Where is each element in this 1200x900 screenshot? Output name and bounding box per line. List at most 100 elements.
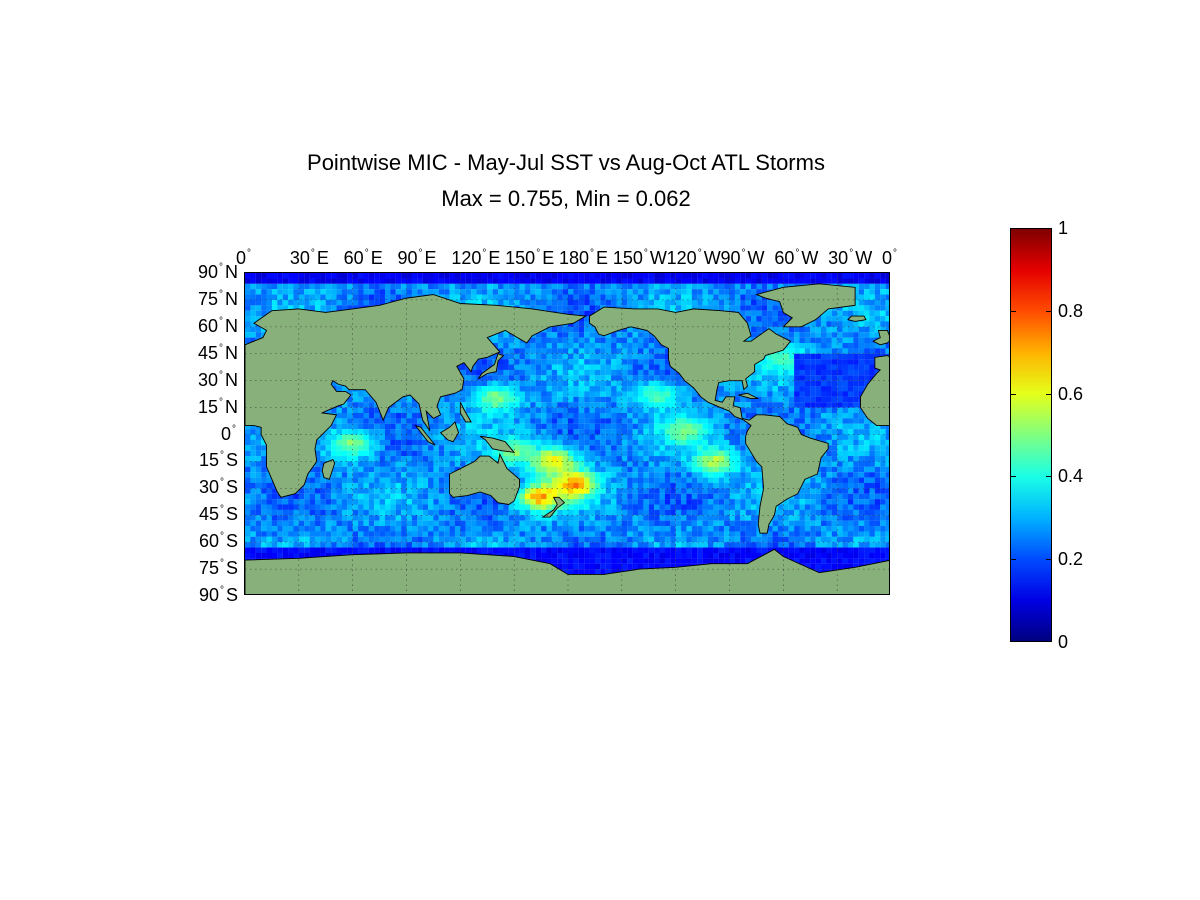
heatmap-cell (535, 499, 542, 505)
heatmap-cell (481, 493, 488, 500)
heatmap-cell (654, 456, 660, 462)
heatmap-cell (428, 547, 434, 554)
heatmap-cell (422, 445, 429, 451)
heatmap-cell (551, 402, 558, 408)
heatmap-cell (406, 472, 412, 478)
heatmap-cell (503, 542, 509, 548)
heatmap-cell (514, 273, 520, 279)
heatmap-cell (255, 289, 262, 295)
heatmap-cell (578, 375, 585, 381)
heatmap-cell (535, 526, 542, 532)
heatmap-cell (551, 326, 558, 333)
heatmap-cell (358, 294, 364, 301)
heatmap-cell (589, 477, 596, 484)
heatmap-cell (557, 466, 563, 473)
heatmap-cell (546, 482, 552, 489)
heatmap-cell (621, 332, 628, 338)
heatmap-cell (368, 456, 375, 462)
heatmap-cell (686, 477, 692, 484)
heatmap-cell (309, 488, 316, 494)
heatmap-cell (374, 515, 380, 521)
heatmap-cell (341, 273, 348, 279)
heatmap-cell (605, 332, 612, 338)
heatmap-cell (428, 536, 434, 543)
heatmap-cell (664, 434, 671, 440)
heatmap-cell (336, 520, 342, 527)
heatmap-cell (498, 386, 504, 392)
heatmap-cell (621, 369, 628, 376)
heatmap-cell (562, 488, 569, 494)
heatmap-cell (487, 423, 493, 430)
heatmap-cell (637, 552, 644, 559)
heatmap-cell (384, 278, 391, 284)
heatmap-cell (433, 418, 439, 424)
heatmap-cell (438, 289, 445, 295)
heatmap-cell (255, 461, 262, 467)
heatmap-cell (573, 273, 579, 279)
heatmap-cell (395, 289, 402, 295)
heatmap-cell (535, 380, 542, 387)
heatmap-cell (438, 536, 445, 543)
heatmap-cell (411, 472, 418, 478)
heatmap-cell (460, 402, 466, 408)
heatmap-cell (546, 353, 552, 360)
heatmap-cell (589, 531, 596, 537)
heatmap-cell (643, 472, 649, 478)
heatmap-cell (363, 445, 369, 451)
heatmap-cell (255, 509, 262, 516)
heatmap-cell (492, 289, 499, 295)
heatmap-cell (535, 364, 542, 370)
heatmap-cell (616, 359, 622, 365)
heatmap-cell (374, 289, 380, 295)
heatmap-cell (444, 482, 450, 489)
heatmap-cell (551, 531, 558, 537)
heatmap-cell (621, 461, 628, 467)
heatmap-cell (363, 402, 369, 408)
heatmap-cell (331, 547, 337, 554)
heatmap-cell (627, 326, 633, 333)
heatmap-cell (471, 547, 477, 554)
heatmap-cell (298, 299, 305, 306)
heatmap-cell (535, 482, 542, 489)
heatmap-cell (578, 278, 585, 284)
heatmap-cell (546, 558, 552, 564)
heatmap-cell (627, 456, 633, 462)
heatmap-cell (670, 520, 676, 527)
heatmap-cell (654, 283, 660, 290)
heatmap-cell (358, 412, 364, 419)
heatmap-cell (331, 472, 337, 478)
heatmap-cell (449, 402, 456, 408)
heatmap-cell (374, 412, 380, 419)
heatmap-cell (492, 369, 499, 376)
heatmap-cell (314, 520, 321, 527)
heatmap-cell (524, 509, 531, 516)
heatmap-cell (255, 278, 262, 284)
heatmap-cell (541, 375, 547, 381)
heatmap-cell (654, 273, 660, 279)
heatmap-cell (331, 278, 337, 284)
heatmap-cell (325, 445, 332, 451)
heatmap-cell (428, 450, 434, 457)
heatmap-cell (411, 461, 418, 467)
heatmap-cell (659, 515, 665, 521)
heatmap-cell (314, 472, 321, 478)
heatmap-cell (336, 547, 342, 554)
heatmap-cell (363, 482, 369, 489)
heatmap-cell (530, 353, 536, 360)
heatmap-cell (535, 509, 542, 516)
heatmap-cell (621, 450, 628, 457)
heatmap-cell (395, 273, 402, 279)
heatmap-cell (368, 477, 375, 484)
heatmap-cell (465, 412, 472, 419)
heatmap-cell (433, 547, 439, 554)
heatmap-cell (600, 499, 606, 505)
heatmap-cell (374, 531, 380, 537)
heatmap-cell (374, 520, 380, 527)
heatmap-cell (524, 531, 531, 537)
heatmap-cell (681, 402, 687, 408)
heatmap-cell (492, 515, 499, 521)
heatmap-cell (384, 499, 391, 505)
heatmap-cell (519, 477, 526, 484)
heatmap-cell (681, 509, 687, 516)
heatmap-cell (336, 412, 342, 419)
